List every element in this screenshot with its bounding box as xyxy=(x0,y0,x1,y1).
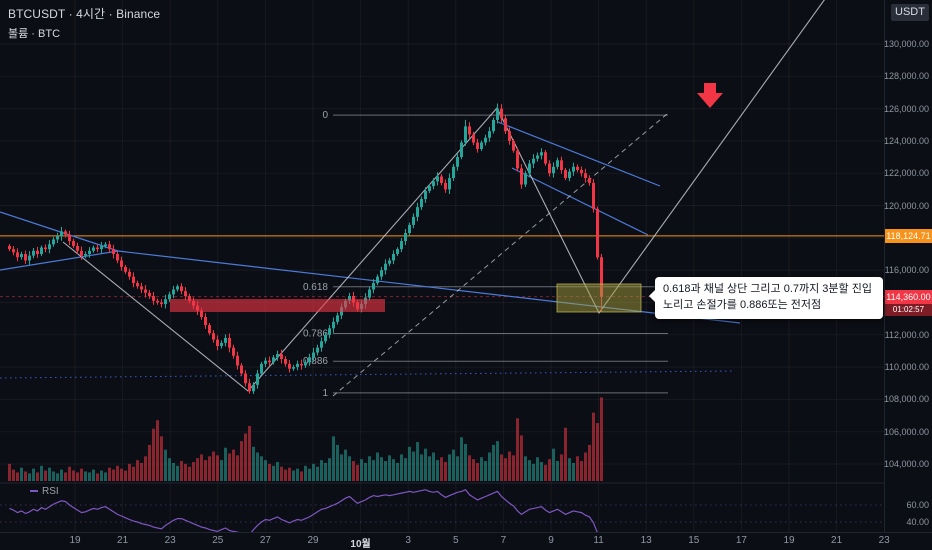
time-tick: 17 xyxy=(735,535,747,546)
dotted-support-line[interactable] xyxy=(0,370,736,379)
time-tick: 7 xyxy=(500,535,507,546)
time-tick: 3 xyxy=(405,535,411,546)
rsi-label: RSI xyxy=(42,486,59,497)
fib-retracement-tool[interactable]: 0 0.618 0.786 0.886 1 xyxy=(303,110,668,399)
price-tick: 106,000.00 xyxy=(883,426,929,437)
callout-pointer-icon xyxy=(649,290,655,302)
price-tick: 128,000.00 xyxy=(883,71,929,82)
price-tick: 124,000.00 xyxy=(883,135,929,146)
rsi-tick: 60.00 xyxy=(906,500,929,510)
currency-toggle-button[interactable]: USDT xyxy=(891,4,929,21)
candles xyxy=(8,103,603,394)
time-tick: 11 xyxy=(593,535,604,546)
rsi-legend[interactable]: RSI xyxy=(30,486,59,497)
grid-lines xyxy=(0,0,884,533)
svg-text:0: 0 xyxy=(322,110,328,121)
resistance-zone[interactable] xyxy=(170,299,385,312)
price-axis[interactable]: 118,124.71 114,360.00 01:02:57 130,000.0… xyxy=(884,0,932,533)
price-tick: 116,000.00 xyxy=(884,265,929,276)
entry-zone-box[interactable] xyxy=(556,283,642,313)
current-price-value: 114,360.00 xyxy=(885,290,932,304)
symbol-legend[interactable]: BTCUSDT · 4시간 · Binance xyxy=(8,7,161,21)
dashed-trendline[interactable] xyxy=(332,113,668,397)
svg-text:0.786: 0.786 xyxy=(303,328,328,339)
current-price-tag: 114,360.00 01:02:57 xyxy=(885,290,932,316)
price-tick: 130,000.00 xyxy=(883,39,929,49)
svg-text:1: 1 xyxy=(322,388,328,399)
price-tick: 122,000.00 xyxy=(883,168,929,179)
alert-price-tag: 118,124.71 xyxy=(885,229,932,243)
price-tick: 104,000.00 xyxy=(883,459,929,469)
time-tick: 21 xyxy=(117,535,129,546)
callout-text: 0.618과 채널 상단 그리고 0.7까지 3분할 진입 노리고 손절가를 0… xyxy=(663,283,872,311)
time-tick: 19 xyxy=(69,535,81,546)
svg-text:0.886: 0.886 xyxy=(303,356,328,367)
down-arrow-marker[interactable] xyxy=(697,83,723,108)
price-tick: 110,000.00 xyxy=(884,362,929,373)
time-tick: 19 xyxy=(783,535,795,546)
time-tick: 23 xyxy=(164,535,176,546)
price-tick: 112,000.00 xyxy=(884,329,929,340)
time-tick: 25 xyxy=(212,535,224,546)
svg-text:0.618: 0.618 xyxy=(303,282,328,293)
bar-countdown: 01:02:57 xyxy=(885,304,932,316)
rsi-pane xyxy=(0,482,932,542)
time-tick: 5 xyxy=(453,535,459,546)
time-axis[interactable]: 19 21 23 25 27 29 10월 3 5 7 9 11 13 15 17 19 21 23 xyxy=(0,532,932,550)
time-tick: 29 xyxy=(307,535,319,546)
price-tick: 126,000.00 xyxy=(883,103,929,114)
projection-path[interactable] xyxy=(62,0,830,392)
chart-legend: BTCUSDT · 4시간 · Binance 볼륨 · BTC xyxy=(8,5,160,41)
time-tick: 13 xyxy=(640,535,652,546)
time-tick: 10월 xyxy=(350,539,371,550)
rsi-tick: 40.00 xyxy=(906,517,929,527)
time-tick: 9 xyxy=(548,535,554,546)
rsi-indicator-icon xyxy=(30,490,38,493)
time-tick: 23 xyxy=(878,535,890,546)
time-tick: 27 xyxy=(259,535,271,546)
volume-bars xyxy=(8,397,603,481)
rsi-line xyxy=(9,488,603,542)
price-tick: 120,000.00 xyxy=(883,200,929,211)
time-tick: 15 xyxy=(688,535,700,546)
volume-legend[interactable]: 볼륨 · BTC xyxy=(8,28,61,40)
price-tick: 108,000.00 xyxy=(883,394,929,405)
trade-plan-callout[interactable]: 0.618과 채널 상단 그리고 0.7까지 3분할 진입 노리고 손절가를 0… xyxy=(649,277,883,319)
time-tick: 21 xyxy=(831,535,843,546)
